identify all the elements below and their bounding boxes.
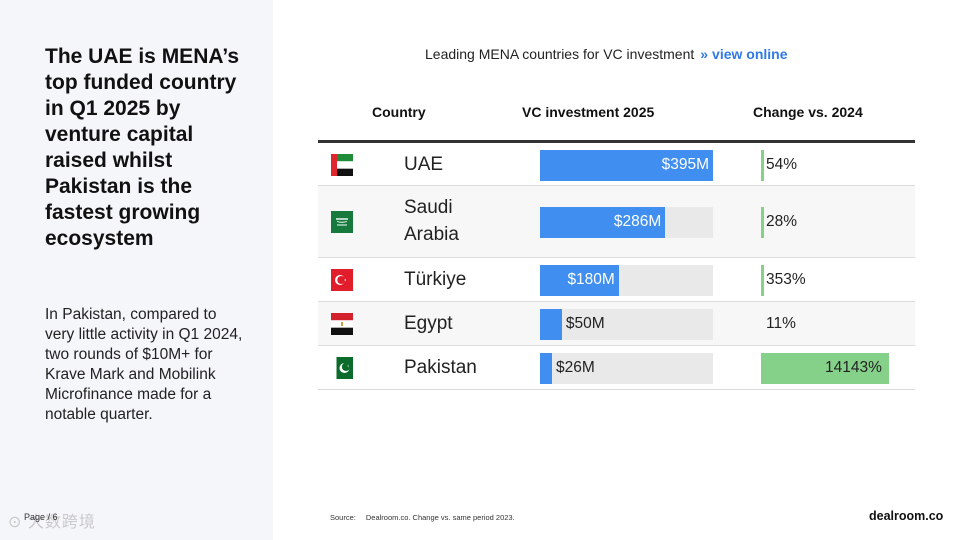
- chart-title-bar: Leading MENA countries for VC investment…: [425, 46, 788, 62]
- chevron-double-right-icon: »: [700, 46, 709, 62]
- vc-value-label: $395M: [661, 155, 709, 173]
- table-row: Egypt $50M 11%: [318, 302, 915, 346]
- column-header-change: Change vs. 2024: [753, 104, 863, 120]
- headline: The UAE is MENA’s top funded country in …: [45, 45, 240, 250]
- page-number: Page / 6: [24, 512, 58, 522]
- country-name: Saudi Arabia: [404, 197, 459, 245]
- vc-bar: [540, 309, 562, 340]
- vc-bar: [540, 149, 713, 181]
- view-online-link[interactable]: view online: [712, 46, 788, 62]
- chart-title: Leading MENA countries for VC investment: [425, 46, 695, 62]
- country-name: Egypt: [404, 313, 453, 334]
- vc-bar: [540, 207, 666, 238]
- left-panel: [0, 0, 273, 540]
- vc-bar: [540, 265, 619, 296]
- vc-bar-track: $286M: [540, 207, 713, 238]
- country-name: UAE: [404, 153, 444, 175]
- vc-value-label: $26M: [556, 359, 595, 376]
- column-header-vc-investment: VC investment 2025: [522, 104, 655, 120]
- saudi-arabia-flag-icon: [331, 211, 353, 233]
- table-row: UAE $395M 54%: [318, 143, 915, 186]
- change-value-label: 11%: [766, 315, 796, 332]
- source-note: Source: Dealroom.co. Change vs. same peri…: [330, 513, 515, 522]
- pakistan-flag-icon: [331, 357, 353, 379]
- change-bar: [761, 265, 765, 296]
- change-value-label: 353%: [766, 271, 806, 288]
- change-value-label: 14143%: [825, 359, 882, 376]
- change-bar: [761, 207, 764, 238]
- column-header-country: Country: [372, 104, 426, 120]
- vc-bar-track: $50M: [540, 309, 713, 340]
- table-row: Türkiye $180M 353%: [318, 258, 915, 302]
- vc-value-label: $286M: [613, 213, 662, 230]
- turkiye-flag-icon: [331, 269, 353, 291]
- change-value-label: 28%: [766, 213, 798, 230]
- vc-value-label: $50M: [565, 315, 605, 332]
- change-bar: [761, 149, 764, 181]
- vc-bar-track: $26M: [540, 353, 713, 384]
- change-bar: [761, 353, 889, 384]
- uae-flag-icon: [331, 153, 353, 176]
- header-divider: [318, 140, 915, 143]
- source-text: Dealroom.co. Change vs. same period 2023…: [365, 513, 515, 522]
- vc-bar-track: $395M: [540, 149, 713, 181]
- country-name: Pakistan: [404, 357, 477, 378]
- source-label: Source:: [330, 513, 356, 522]
- body-text: In Pakistan, compared to very little act…: [45, 306, 243, 423]
- country-name: Türkiye: [404, 269, 467, 290]
- change-value-label: 54%: [766, 155, 798, 173]
- vc-value-label: $180M: [567, 271, 615, 288]
- dealroom-logo: dealroom.co: [869, 509, 944, 523]
- vc-bar-track: $180M: [540, 265, 713, 296]
- vc-bar: [540, 353, 552, 384]
- watermark: ⊙ 大数跨境: [8, 514, 96, 531]
- table-row: Pakistan $26M 14143%: [318, 346, 915, 390]
- table-row: Saudi Arabia $286M 28%: [318, 186, 915, 258]
- egypt-flag-icon: [331, 313, 353, 335]
